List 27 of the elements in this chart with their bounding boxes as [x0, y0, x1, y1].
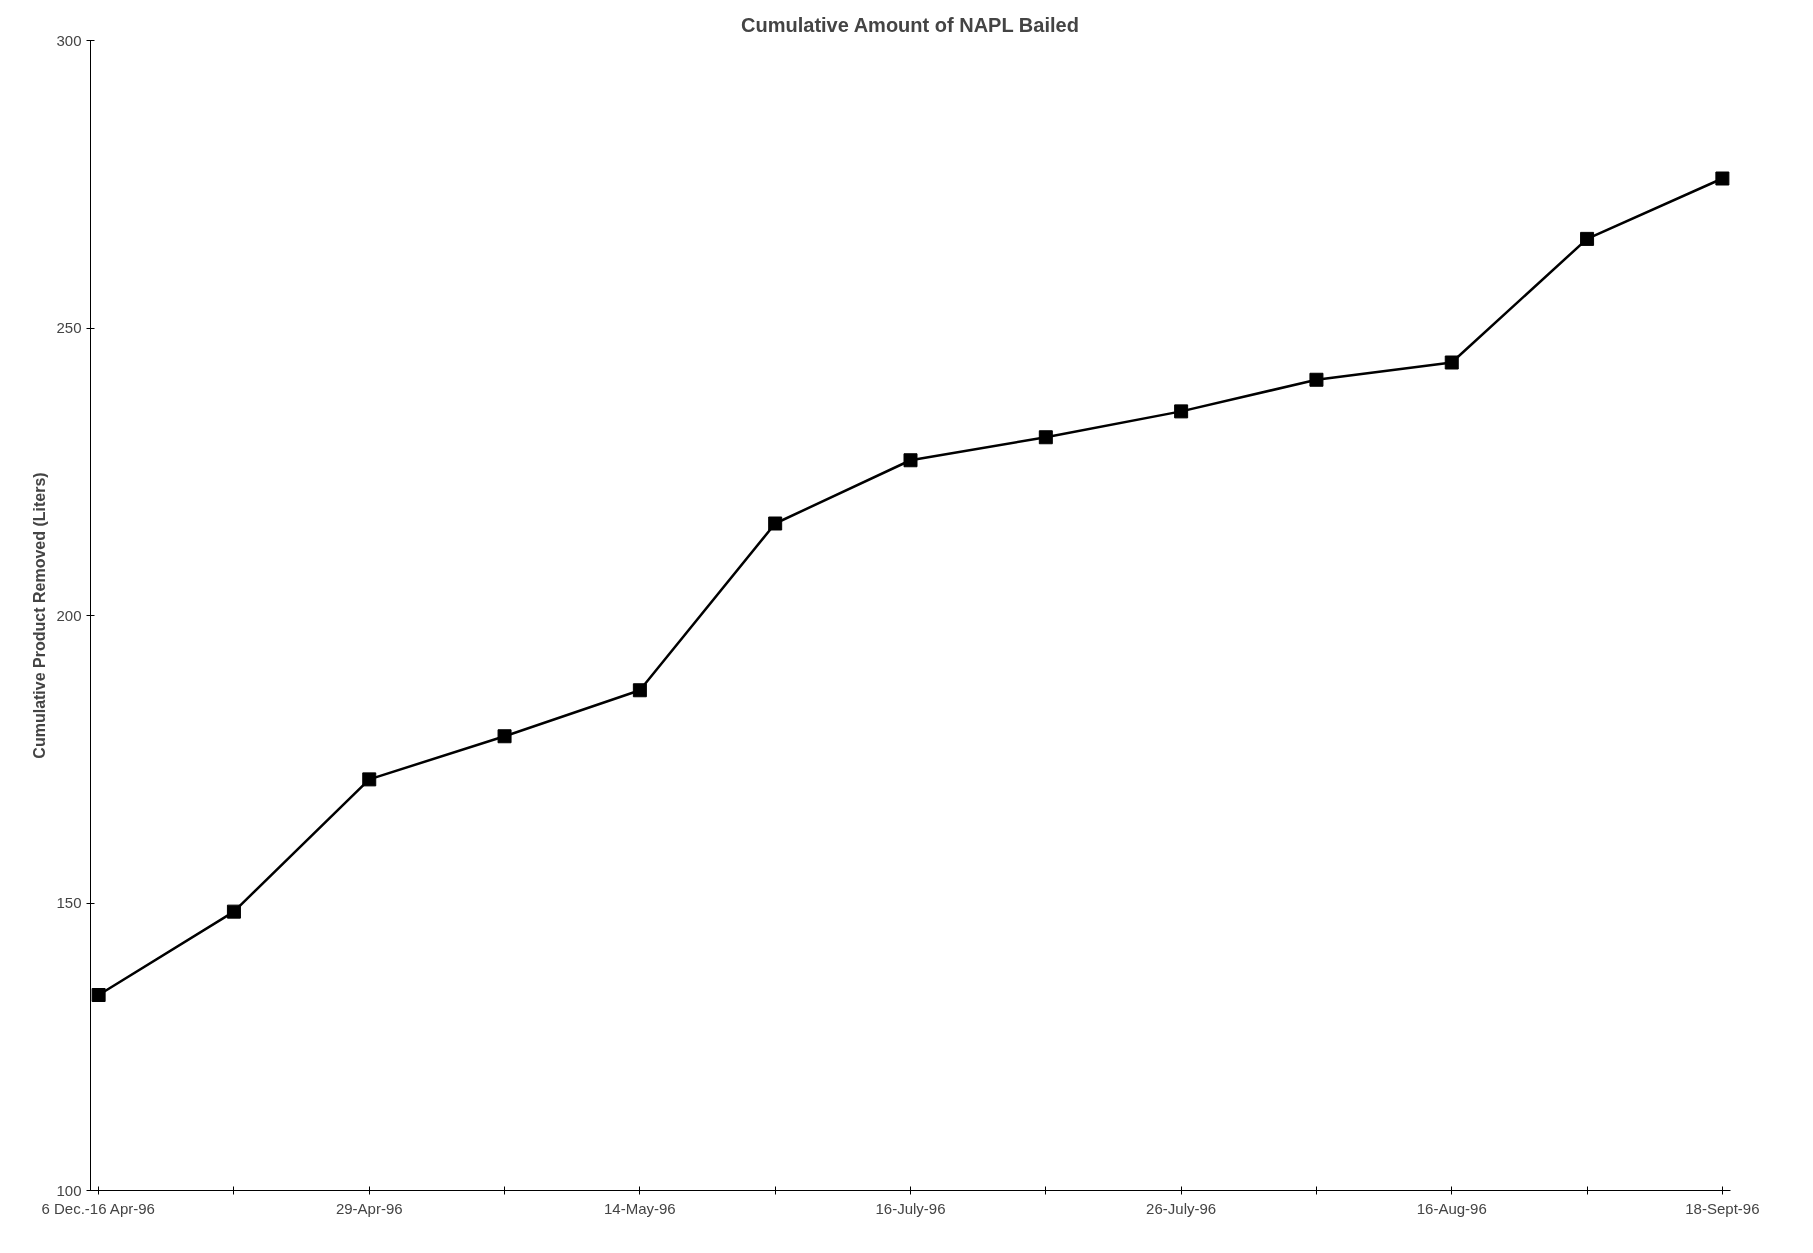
- y-tick-label: 200: [56, 606, 82, 624]
- point: [1174, 404, 1189, 419]
- point: [1444, 355, 1459, 370]
- x-tick-label: 16-Aug-96: [1416, 1199, 1487, 1217]
- point: [226, 904, 241, 919]
- y-tick-label: 100: [56, 1181, 82, 1199]
- point: [1715, 171, 1730, 186]
- point: [1038, 430, 1053, 445]
- y-tick-label: 150: [56, 894, 82, 911]
- x-tick-label: 26-July-96: [1146, 1199, 1217, 1217]
- y-axis-title: Cumulative Product Removed (Liters): [31, 472, 49, 759]
- x-tick-label: 18-Sept-96: [1685, 1199, 1760, 1217]
- y-tick-label: 300: [56, 31, 82, 49]
- point: [362, 772, 377, 787]
- point: [903, 453, 918, 468]
- point: [1309, 372, 1324, 387]
- x-tick-label: 14-May-96: [604, 1199, 676, 1217]
- point: [497, 729, 512, 744]
- chart-title: Cumulative Amount of NAPL Bailed: [741, 13, 1079, 36]
- x-tick-label: 29-Apr-96: [335, 1199, 403, 1217]
- y-tick-label: 250: [56, 319, 82, 336]
- x-tick-label: 16-July-96: [875, 1199, 946, 1217]
- x-tick-label: 6 Dec.-16 Apr-96: [41, 1199, 155, 1217]
- point: [91, 988, 106, 1002]
- point: [632, 683, 647, 698]
- point: [768, 516, 783, 531]
- point: [1580, 231, 1595, 246]
